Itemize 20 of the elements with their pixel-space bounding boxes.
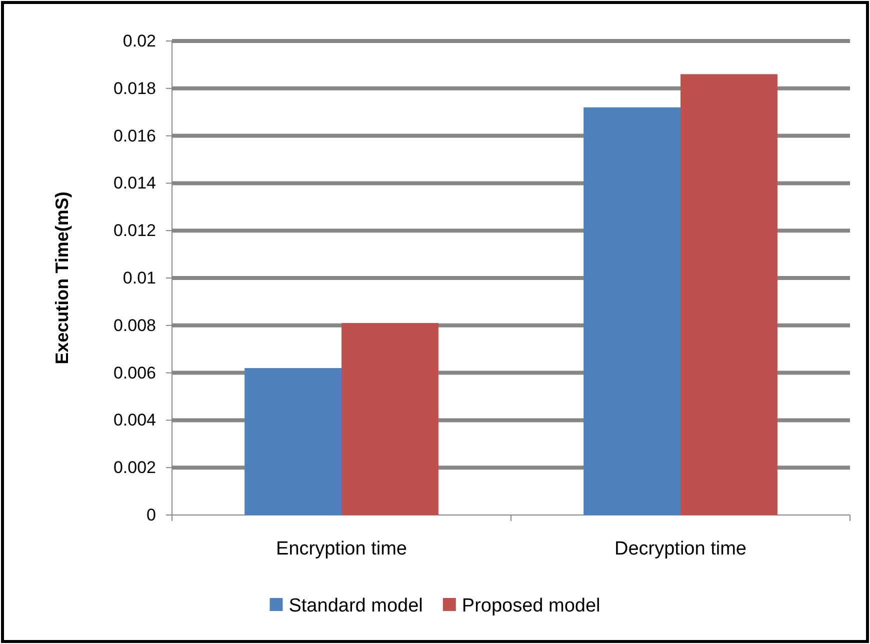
legend-label: Standard model — [288, 596, 423, 617]
y-tick-label: 0.008 — [113, 316, 156, 335]
y-tick-label: 0.004 — [113, 410, 156, 430]
bar — [680, 74, 778, 515]
bar — [342, 323, 438, 515]
y-tick-label: 0.016 — [113, 126, 156, 146]
legend-label: Proposed model — [462, 596, 600, 617]
y-tick-label: 0 — [146, 505, 156, 524]
bar — [244, 368, 342, 515]
bar — [584, 107, 680, 515]
y-tick-label: 0.006 — [113, 363, 156, 382]
y-axis-title: Execution Time(mS) — [52, 192, 72, 364]
y-tick-label: 0.02 — [122, 31, 156, 50]
y-tick-label: 0.01 — [122, 268, 156, 288]
y-tick-label: 0.018 — [113, 78, 156, 98]
y-tick-label: 0.014 — [113, 174, 156, 193]
x-tick-label: Encryption time — [276, 538, 407, 560]
x-tick-label: Decryption time — [614, 538, 746, 560]
y-tick-label: 0.002 — [113, 458, 156, 478]
y-tick-label: 0.012 — [113, 221, 156, 240]
